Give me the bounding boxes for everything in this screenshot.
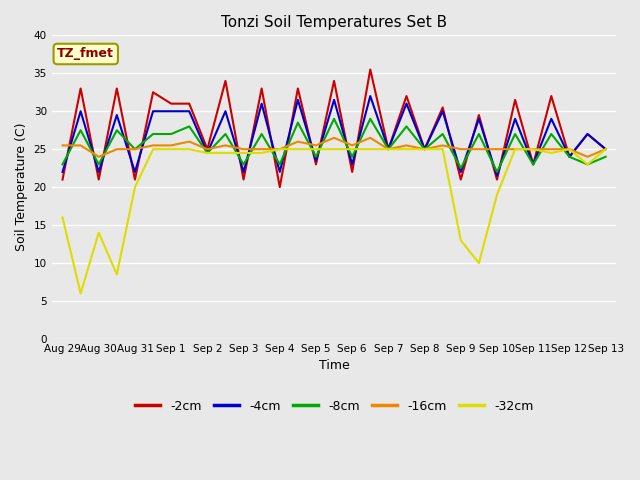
X-axis label: Time: Time [319,360,349,372]
Y-axis label: Soil Temperature (C): Soil Temperature (C) [15,123,28,252]
Legend: -2cm, -4cm, -8cm, -16cm, -32cm: -2cm, -4cm, -8cm, -16cm, -32cm [130,395,538,418]
Text: TZ_fmet: TZ_fmet [58,48,114,60]
Title: Tonzi Soil Temperatures Set B: Tonzi Soil Temperatures Set B [221,15,447,30]
